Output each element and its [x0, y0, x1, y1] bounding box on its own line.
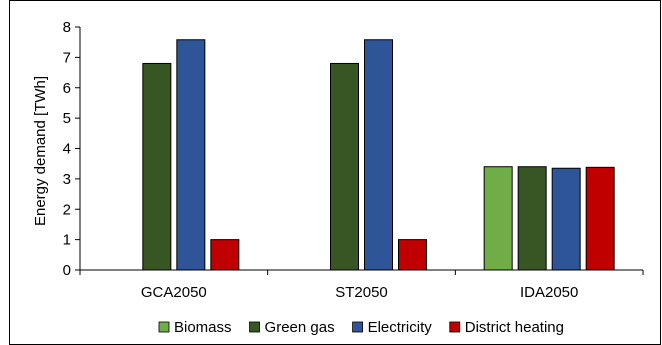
bar	[330, 62, 359, 271]
y-tick-label: 3	[63, 171, 71, 188]
bar	[585, 166, 615, 271]
y-tick-label: 7	[63, 49, 71, 66]
legend-swatch	[352, 321, 363, 333]
y-tick-label: 5	[63, 110, 71, 127]
y-tick-label: 1	[63, 232, 71, 249]
y-tick-label: 6	[63, 80, 71, 97]
y-tick-label: 8	[63, 19, 71, 36]
y-tick-label: 2	[63, 201, 71, 218]
x-tick-label: ST2050	[335, 284, 388, 301]
bar	[364, 39, 393, 271]
y-tick-label: 4	[63, 141, 71, 158]
bar	[210, 239, 240, 271]
bar	[551, 167, 581, 271]
legend: Biomass Green gas Electricity District heat…	[158, 319, 564, 336]
y-axis-title: Energy demand [TWh]	[32, 76, 49, 226]
y-axis: 0 1 2 3 4 5 6 7 8	[63, 19, 81, 279]
x-tick-label: IDA2050	[520, 284, 578, 301]
legend-label: District heating	[465, 319, 564, 336]
bar	[483, 166, 513, 271]
legend-label: Green gas	[265, 319, 335, 336]
bar	[176, 39, 206, 271]
legend-swatch	[249, 321, 260, 333]
legend-swatch	[158, 321, 170, 333]
legend-label: Electricity	[368, 319, 433, 336]
bar	[517, 166, 547, 271]
x-tick-label: GCA2050	[141, 284, 207, 301]
legend-swatch	[449, 321, 461, 333]
bar	[398, 239, 427, 271]
x-axis: GCA2050 ST2050 IDA2050	[79, 269, 644, 301]
y-tick-label: 0	[63, 262, 71, 279]
bar	[142, 62, 172, 271]
legend-label: Biomass	[174, 319, 232, 336]
